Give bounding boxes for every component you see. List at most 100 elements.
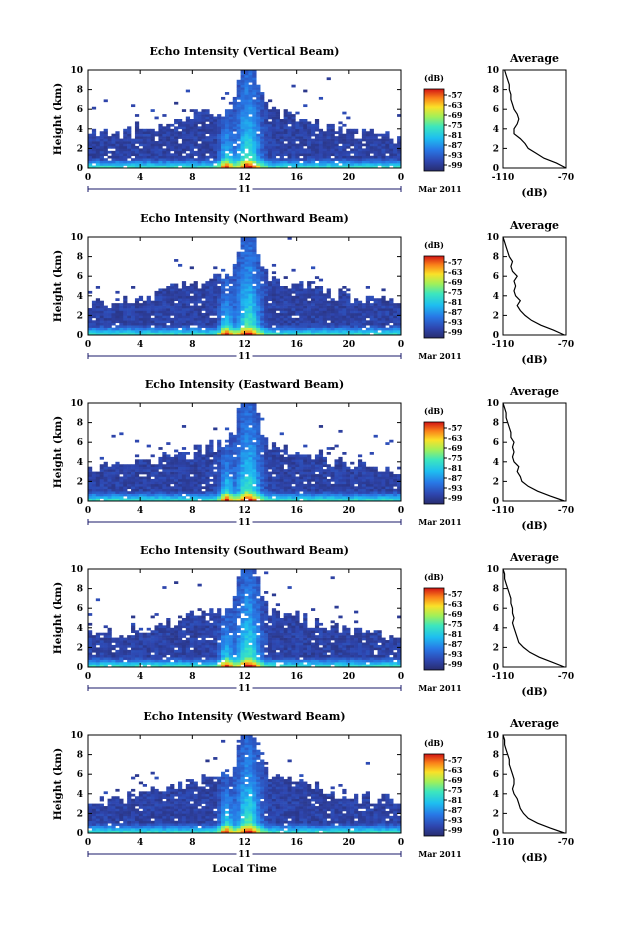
heatmap-cell [185,155,191,159]
heatmap-cell [307,461,312,465]
heatmap-cell [244,493,249,497]
heatmap-cell [342,310,347,314]
heatmap-cell [99,325,104,328]
x-tick-label: 0 [85,173,91,183]
heatmap-cell [244,427,249,431]
heatmap-cell [146,310,151,314]
heatmap-cell [103,310,108,314]
heatmap-cell [103,478,108,482]
heatmap-cell [205,471,210,475]
heatmap-cell [197,476,202,480]
heatmap-cell [252,121,257,125]
heatmap-cell [354,469,359,472]
heatmap-cell [381,298,386,301]
heatmap-cell [91,647,97,651]
heatmap-cell [138,312,144,316]
heatmap-cell [232,486,237,490]
heatmap-cell [236,466,241,470]
heatmap-cell [299,128,304,132]
heatmap-cell [166,290,171,294]
heatmap-cell [228,276,234,279]
heatmap-cell [291,481,296,485]
heatmap-cell [342,300,347,304]
heatmap-cell [271,464,277,467]
heatmap-cell [228,278,234,282]
heatmap-cell [166,476,171,480]
heatmap-cell [95,647,101,651]
heatmap-cell [91,498,97,502]
heatmap-cell [91,312,97,316]
heatmap-cell [318,160,324,164]
heatmap-cell [134,464,140,467]
heatmap-cell [142,478,147,482]
heatmap-cell [131,310,136,314]
heatmap-cell [248,111,253,115]
heatmap-cell [213,286,218,289]
heatmap-cell [174,283,179,287]
heatmap-cell [244,300,249,304]
heatmap-cell [287,126,292,130]
heatmap-cell [354,128,359,132]
heatmap-cell [346,478,351,482]
heatmap-cell [303,158,308,161]
heatmap-cell [150,153,155,157]
heatmap-cell [205,454,210,458]
heatmap-cell [240,290,245,294]
heatmap-cell [95,474,101,477]
heatmap-cell [252,89,257,93]
heatmap-cell [197,158,202,161]
heatmap-cell [119,330,124,333]
heatmap-cell [334,325,339,328]
heatmap-cell [314,276,320,279]
heatmap-cell [228,449,234,453]
heatmap-cell [248,237,253,240]
heatmap-cell [213,483,218,487]
heatmap-cell [189,312,194,316]
heatmap-cell [303,491,308,494]
heatmap-cell [236,251,241,255]
heatmap-cell [244,496,249,499]
heatmap-cell [248,283,253,287]
heatmap-cell [166,327,171,331]
heatmap-cell [228,486,234,490]
profile-y-tick-label: 0 [493,164,499,174]
heatmap-cell [357,155,363,159]
heatmap-cell [256,427,261,431]
heatmap-cell [95,143,101,147]
heatmap-cell [279,308,284,311]
heatmap-cell [318,293,324,297]
heatmap-cell [397,474,402,477]
heatmap-cell [224,111,230,115]
heatmap-cell [197,317,202,321]
heatmap-cell [221,476,226,480]
heatmap-cell [326,155,331,159]
heatmap-cell [256,447,261,450]
heatmap-cell [354,150,359,154]
heatmap-cell [240,239,245,243]
heatmap-cell [314,454,320,458]
heatmap-cell [150,469,155,472]
heatmap-cell [252,281,257,284]
heatmap-cell [217,150,222,154]
heatmap-cell [248,256,253,260]
heatmap-cell [224,155,230,159]
heatmap-cell [131,498,136,502]
heatmap-cell [221,327,226,331]
heatmap-cell [115,290,120,294]
heatmap-cell [213,322,218,326]
heatmap-cell [322,478,327,482]
heatmap-cell [201,293,206,297]
heatmap-cell [193,444,198,448]
heatmap-cell [228,488,234,492]
heatmap-cell [240,241,245,245]
heatmap-cell [271,165,277,169]
heatmap-cell [158,300,163,304]
heatmap-cell [244,454,249,458]
heatmap-cell [217,158,222,161]
heatmap-cell [127,312,132,316]
heatmap-cell [248,165,253,169]
heatmap-cell [103,632,108,636]
heatmap-cell [228,295,234,299]
heatmap-cell [318,454,324,458]
heatmap-cell [311,308,316,311]
